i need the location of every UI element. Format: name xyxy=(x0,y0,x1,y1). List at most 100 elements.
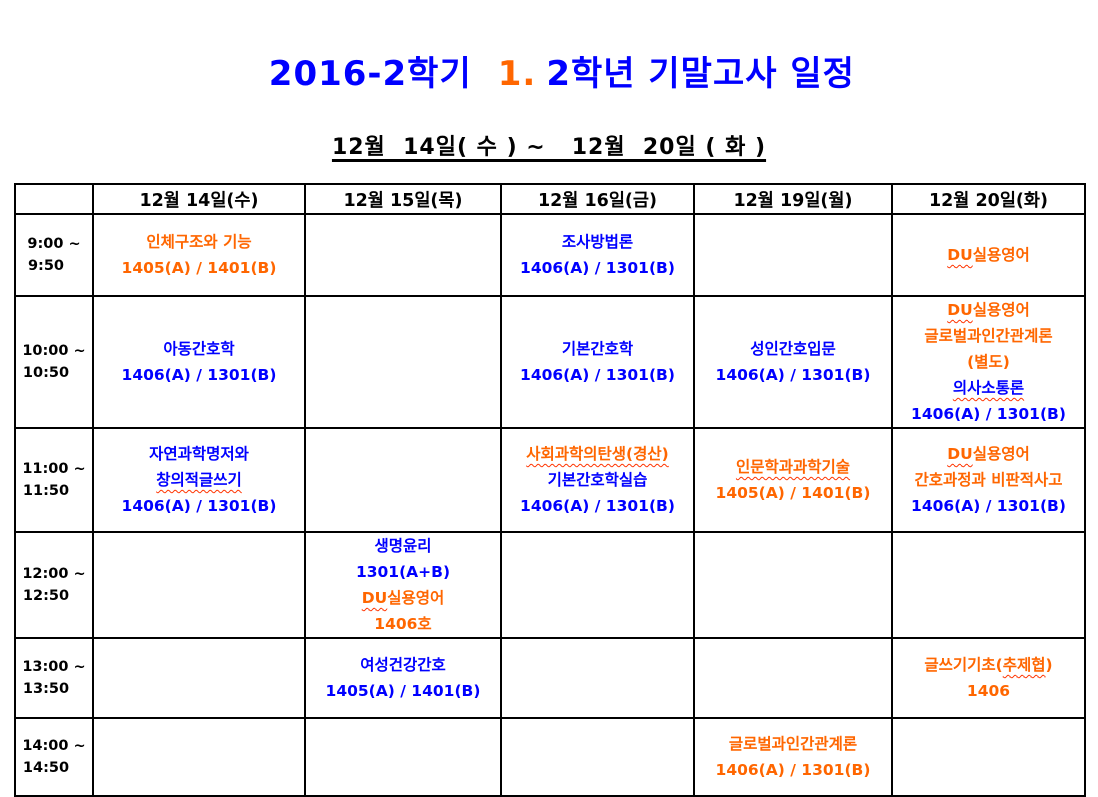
title-grade-marker: 1. xyxy=(497,54,537,94)
time-start: 13:00 ~ xyxy=(22,659,86,675)
course-line: 인체구조와 기능 xyxy=(95,229,303,255)
schedule-cell: 사회과학의탄생(경산) 기본간호학실습 1406(A) / 1301(B) xyxy=(500,427,695,533)
schedule-cell: 글쓰기기초(추제협) 1406 xyxy=(891,637,1086,719)
schedule-cell: 인체구조와 기능 1405(A) / 1401(B) xyxy=(92,213,306,297)
day-header: 12월 15일(목) xyxy=(304,183,502,215)
course-line: 1406 xyxy=(894,678,1083,704)
page-title: 2016-2학기 1. 2학년 기말고사 일정 xyxy=(0,0,1098,95)
schedule-cell: 기본간호학 1406(A) / 1301(B) xyxy=(500,295,695,429)
time-slot: 14:00 ~ 14:50 xyxy=(14,717,94,797)
course-text: 성인간호입문 xyxy=(750,340,836,358)
time-start: 10:00 ~ xyxy=(22,343,86,359)
course-text: (별도) xyxy=(967,353,1010,371)
course-text: 1406(A) / 1301(B) xyxy=(911,405,1066,423)
spellcheck-marked-text: DU xyxy=(947,246,973,264)
course-text: 1406(A) / 1301(B) xyxy=(520,497,675,515)
spellcheck-marked-text: DU xyxy=(947,445,973,463)
course-text: ) xyxy=(1045,656,1053,674)
course-line: (별도) xyxy=(894,349,1083,375)
course-line: 글로벌과인간관계론 xyxy=(696,731,890,757)
time-end: 13:50 xyxy=(22,681,70,697)
course-line: 1406(A) / 1301(B) xyxy=(696,362,890,388)
schedule-body: 9:00 ~ 9:50 인체구조와 기능 1405(A) / 1401(B) 조사방법론… xyxy=(14,213,1086,797)
course-text: 1406호 xyxy=(374,615,432,633)
day-header: 12월 16일(금) xyxy=(500,183,695,215)
time-start: 14:00 ~ xyxy=(22,738,86,754)
schedule-cell: 생명윤리 1301(A+B) DU실용영어 1406호 xyxy=(304,531,502,639)
course-line: DU실용영어 xyxy=(894,242,1083,268)
time-end: 14:50 xyxy=(22,760,70,776)
time-slot: 12:00 ~ 12:50 xyxy=(14,531,94,639)
course-line: 인문학과과학기술 xyxy=(696,454,890,480)
schedule-header: 12월 14일(수) 12월 15일(목) 12월 16일(금) 12월 19일(월)… xyxy=(14,183,1086,215)
course-line: 간호과정과 비판적사고 xyxy=(894,467,1083,493)
empty-cell xyxy=(500,637,695,719)
course-line: 성인간호입문 xyxy=(696,336,890,362)
course-line: 1406(A) / 1301(B) xyxy=(503,255,692,281)
course-line: DU실용영어 xyxy=(894,298,1083,323)
title-semester: 2016-2학기 xyxy=(268,54,472,94)
time-start: 12:00 ~ xyxy=(22,566,86,582)
day-header: 12월 14일(수) xyxy=(92,183,306,215)
schedule-cell: 성인간호입문 1406(A) / 1301(B) xyxy=(693,295,893,429)
course-line: 1406(A) / 1301(B) xyxy=(894,401,1083,426)
course-text: 자연과학명저와 xyxy=(149,445,249,463)
time-start: 9:00 ~ xyxy=(27,236,81,252)
empty-cell xyxy=(304,213,502,297)
course-text: 조사방법론 xyxy=(561,233,634,251)
course-text: 여성건강간호 xyxy=(360,656,446,674)
course-text: 글로벌과인간관계론 xyxy=(728,735,858,753)
spellcheck-marked-text: 의사소통론 xyxy=(952,379,1025,397)
course-line: 1406(A) / 1301(B) xyxy=(503,362,692,388)
course-line: 1405(A) / 1401(B) xyxy=(95,255,303,281)
course-text: 1406(A) / 1301(B) xyxy=(911,497,1066,515)
time-end: 10:50 xyxy=(22,365,70,381)
spellcheck-marked-text: 사회과학의탄생(경산) xyxy=(526,445,669,463)
schedule-cell: DU실용영어 xyxy=(891,213,1086,297)
schedule-cell: 아동간호학 1406(A) / 1301(B) xyxy=(92,295,306,429)
schedule-row: 13:00 ~ 13:50 여성건강간호 1405(A) / 1401(B) 글쓰기기초… xyxy=(14,637,1086,719)
time-end: 9:50 xyxy=(27,258,65,274)
course-line: 1405(A) / 1401(B) xyxy=(307,678,499,704)
course-text: 1301(A+B) xyxy=(355,563,451,581)
course-text: 1406 xyxy=(966,682,1011,700)
empty-cell xyxy=(693,213,893,297)
empty-cell xyxy=(500,717,695,797)
empty-cell xyxy=(304,427,502,533)
course-text: 1406(A) / 1301(B) xyxy=(520,366,675,384)
course-line: 글쓰기기초(추제협) xyxy=(894,652,1083,678)
schedule-cell: DU실용영어 간호과정과 비판적사고 1406(A) / 1301(B) xyxy=(891,427,1086,533)
course-line: 1406(A) / 1301(B) xyxy=(95,493,303,519)
course-text: 1406(A) / 1301(B) xyxy=(715,366,871,384)
course-text: 1406(A) / 1301(B) xyxy=(121,366,277,384)
empty-cell xyxy=(92,637,306,719)
schedule-row: 9:00 ~ 9:50 인체구조와 기능 1405(A) / 1401(B) 조사방법론… xyxy=(14,213,1086,297)
spellcheck-marked-text: 추제협 xyxy=(1002,656,1046,674)
course-text: 실용영어 xyxy=(972,301,1030,319)
time-end: 11:50 xyxy=(22,483,70,499)
course-line: 아동간호학 xyxy=(95,336,303,362)
course-line: 창의적글쓰기 xyxy=(95,467,303,493)
course-text: 1406(A) / 1301(B) xyxy=(121,497,277,515)
course-line: 기본간호학실습 xyxy=(503,467,692,493)
course-text: 1405(A) / 1401(B) xyxy=(715,484,871,502)
course-line: DU실용영어 xyxy=(307,585,499,611)
course-line: 1405(A) / 1401(B) xyxy=(696,480,890,506)
schedule-cell: DU실용영어 글로벌과인간관계론 (별도) 의사소통론 1406(A) / 1301(B… xyxy=(891,295,1086,429)
course-text: 1405(A) / 1401(B) xyxy=(121,259,277,277)
date-range-text: 12월 14일( 수 ) ~ 12월 20일 ( 화 ) xyxy=(331,135,767,160)
schedule-cell: 인문학과과학기술 1405(A) / 1401(B) xyxy=(693,427,893,533)
course-text: 기본간호학실습 xyxy=(547,471,648,489)
course-line: 1301(A+B) xyxy=(307,559,499,585)
course-text: 실용영어 xyxy=(972,246,1030,264)
time-slot: 11:00 ~ 11:50 xyxy=(14,427,94,533)
empty-cell xyxy=(891,717,1086,797)
schedule-row: 14:00 ~ 14:50 글로벌과인간관계론 1406(A) / 1301(B) xyxy=(14,717,1086,797)
course-line: 생명윤리 xyxy=(307,534,499,559)
course-line: 기본간호학 xyxy=(503,336,692,362)
empty-cell xyxy=(891,531,1086,639)
empty-cell xyxy=(304,295,502,429)
empty-cell xyxy=(92,531,306,639)
course-text: 1406(A) / 1301(B) xyxy=(520,259,675,277)
